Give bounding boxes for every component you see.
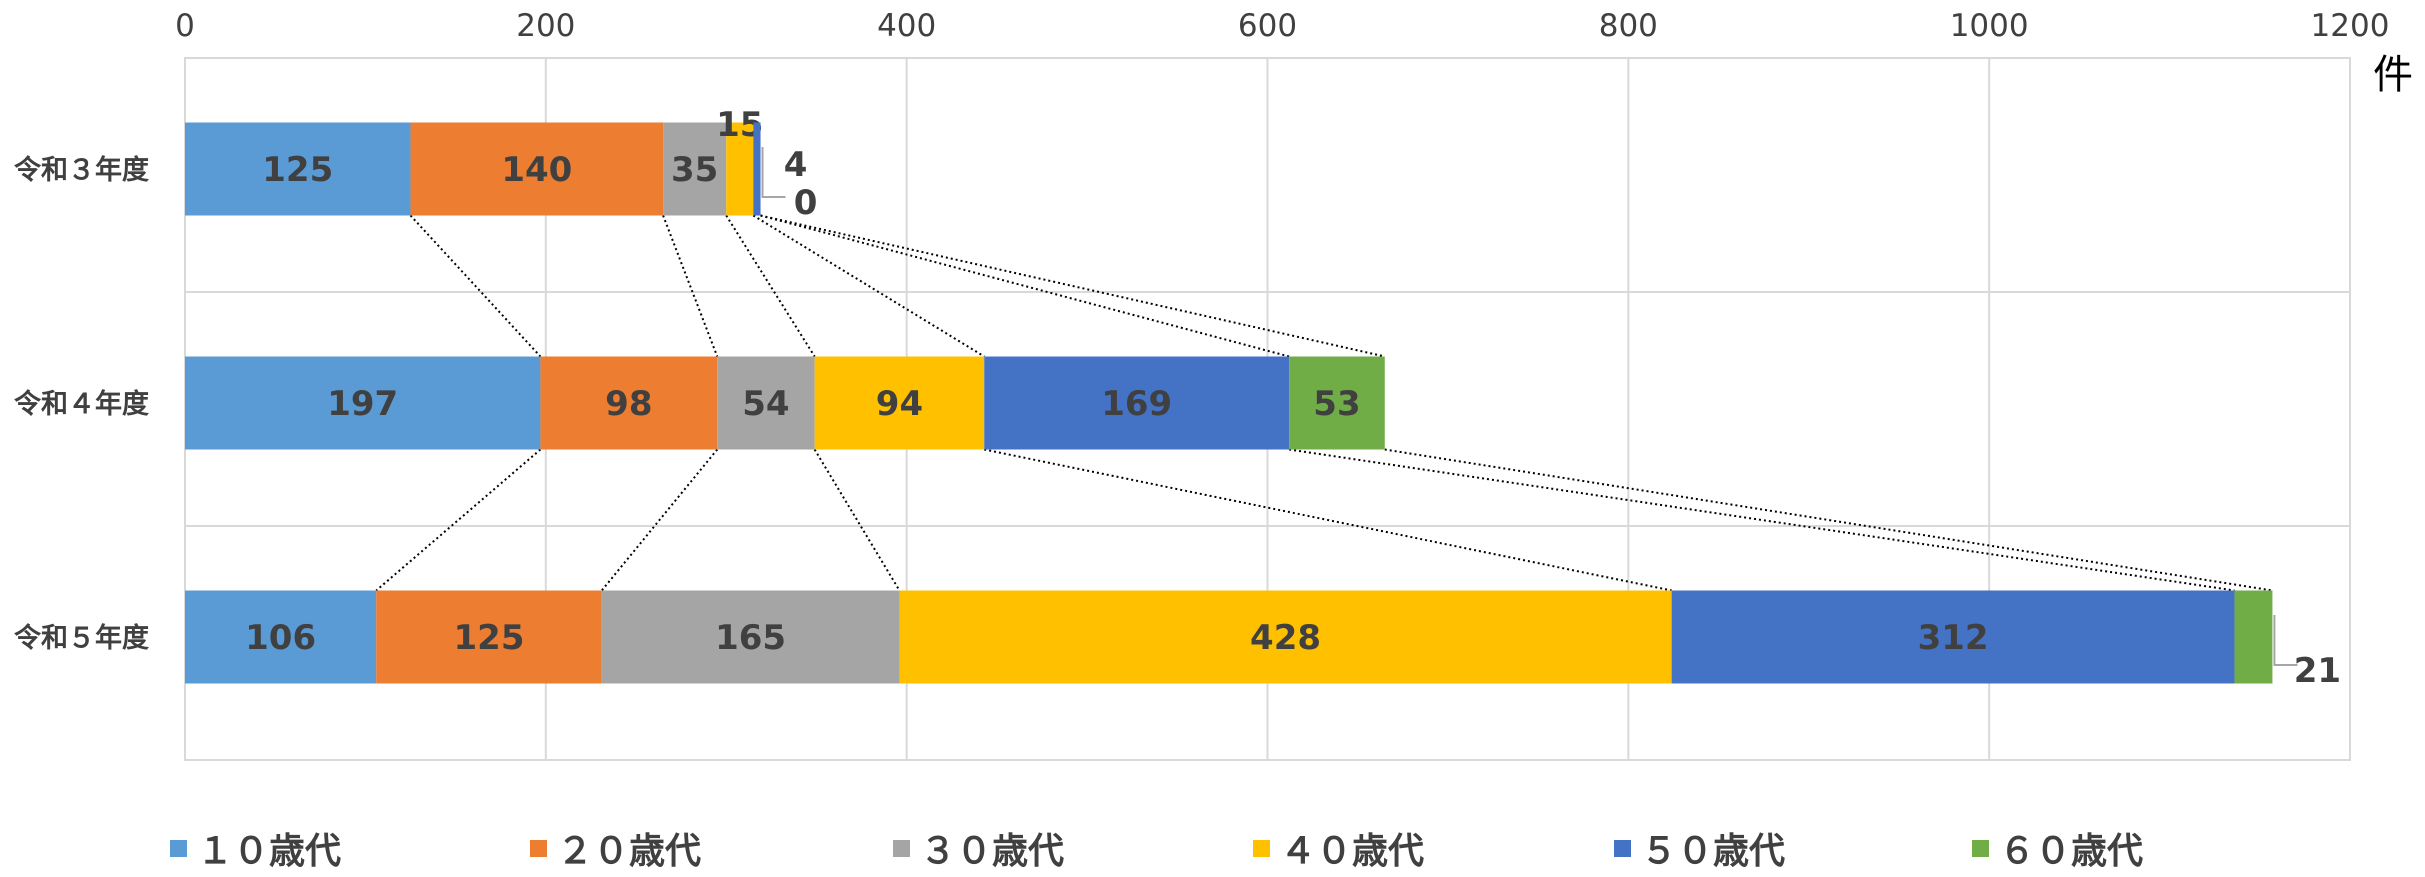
legend-item: １０歳代 <box>170 826 341 872</box>
legend-item: ５０歳代 <box>1614 826 1785 872</box>
data-label: 98 <box>605 384 652 424</box>
legend: １０歳代 ２０歳代 ３０歳代 ４０歳代 ５０歳代 ６０歳代 <box>0 826 2425 872</box>
x-tick-label: 600 <box>1238 8 1297 44</box>
bar-segment <box>540 356 718 450</box>
legend-swatch <box>1253 839 1270 857</box>
legend-item: ３０歳代 <box>893 826 1064 872</box>
bar-segment <box>1289 356 1385 450</box>
leader-line <box>761 147 786 198</box>
x-tick-label: 1000 <box>1950 8 2029 44</box>
category-label: 令和４年度 <box>14 388 149 420</box>
data-label: 21 <box>2294 651 2341 691</box>
category-label: 令和３年度 <box>14 154 149 186</box>
legend-item: ２０歳代 <box>530 826 701 872</box>
data-label: 53 <box>1313 384 1360 424</box>
bar-segment <box>753 122 761 216</box>
legend-label: ２０歳代 <box>557 831 702 872</box>
series-line <box>984 448 1672 592</box>
x-tick-label: 800 <box>1599 8 1658 44</box>
bar-segment <box>984 356 1290 450</box>
data-label: 0 <box>794 183 818 223</box>
x-tick-label: 1200 <box>2311 8 2390 44</box>
data-label: 312 <box>1918 618 1989 658</box>
data-label: 125 <box>454 618 525 658</box>
series-line <box>600 448 719 592</box>
series-line <box>409 214 542 358</box>
bar-segment <box>814 356 985 450</box>
data-label: 165 <box>715 618 786 658</box>
bar-segment <box>663 122 727 216</box>
series-line <box>1289 448 2235 592</box>
bar-segment <box>601 590 900 684</box>
legend-item: ４０歳代 <box>1253 826 1424 872</box>
data-label: 125 <box>262 150 333 190</box>
data-label: 4 <box>784 145 808 185</box>
series-line <box>662 215 719 357</box>
legend-label: ３０歳代 <box>920 831 1065 872</box>
bar-segment <box>185 356 541 450</box>
leader-line <box>2273 615 2298 666</box>
data-label: 35 <box>671 150 718 190</box>
series-line <box>813 448 901 592</box>
data-label: 140 <box>501 150 572 190</box>
data-label: 54 <box>742 384 789 424</box>
bar-segment <box>726 122 754 216</box>
legend-label: １０歳代 <box>197 831 342 872</box>
bar-segment <box>1671 590 2235 684</box>
legend-label: ４０歳代 <box>1280 831 1425 872</box>
data-label: 94 <box>876 384 923 424</box>
data-label: 197 <box>327 384 398 424</box>
x-tick-label: 400 <box>877 8 936 44</box>
x-tick-label: 0 <box>175 8 195 44</box>
legend-swatch <box>530 839 547 857</box>
legend-label: ５０歳代 <box>1641 831 1786 872</box>
series-line <box>375 448 542 592</box>
bar-segment <box>717 356 815 450</box>
legend-swatch <box>893 839 910 857</box>
bar-segment <box>410 122 664 216</box>
bar-segment <box>185 590 377 684</box>
bar-segment <box>376 590 602 684</box>
bar-segment <box>185 122 411 216</box>
series-line <box>760 214 1385 358</box>
series-line <box>760 214 1290 358</box>
bar-segment <box>2234 590 2273 684</box>
series-line <box>725 214 816 358</box>
legend-swatch <box>1614 839 1631 857</box>
series-line <box>1384 448 2273 592</box>
legend-label: ６０歳代 <box>1999 831 2144 872</box>
series-line <box>752 214 985 358</box>
data-label: 428 <box>1250 618 1321 658</box>
category-label: 令和５年度 <box>14 622 149 654</box>
legend-item: ６０歳代 <box>1972 826 2143 872</box>
data-label: 169 <box>1101 384 1172 424</box>
legend-swatch <box>1972 839 1989 857</box>
unit-label: 件 <box>2373 52 2413 98</box>
x-tick-label: 200 <box>516 8 575 44</box>
legend-swatch <box>170 839 187 857</box>
bar-segment <box>899 590 1672 684</box>
data-label: 106 <box>245 618 316 658</box>
